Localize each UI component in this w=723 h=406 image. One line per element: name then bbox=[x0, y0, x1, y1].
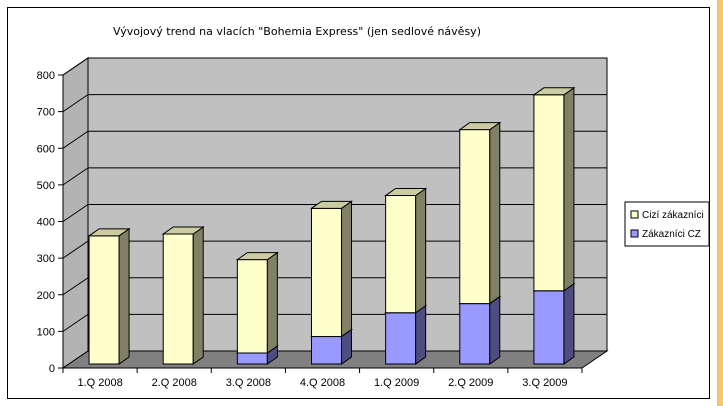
bar-top bbox=[309, 200, 354, 209]
bar-top bbox=[458, 122, 502, 131]
bar-front bbox=[162, 233, 194, 365]
bar-segment bbox=[458, 295, 502, 365]
x-tick-label: 3.Q 2009 bbox=[522, 377, 567, 389]
bar-side bbox=[266, 251, 278, 354]
y-tick-label: 300 bbox=[37, 253, 55, 265]
bar-side bbox=[563, 86, 575, 292]
bar-front bbox=[385, 195, 417, 314]
legend-swatch bbox=[630, 229, 639, 238]
y-tick-label: 600 bbox=[37, 143, 55, 155]
gridline-side bbox=[62, 94, 89, 113]
bar-front bbox=[311, 336, 342, 365]
bar-side bbox=[489, 121, 501, 305]
legend-box bbox=[624, 201, 710, 247]
bar-segment bbox=[161, 226, 205, 365]
bar-top bbox=[161, 226, 205, 235]
bar-top bbox=[532, 87, 576, 96]
x-tick-label: 3.Q 2008 bbox=[226, 377, 271, 389]
bar-side bbox=[192, 226, 204, 365]
bar-front bbox=[88, 235, 120, 365]
legend: Cizí zákazníci Zákazníci CZ bbox=[624, 201, 710, 247]
y-tick-label: 400 bbox=[37, 217, 55, 229]
x-tick-label: 2.Q 2008 bbox=[152, 377, 197, 389]
y-tick-label: 700 bbox=[37, 107, 55, 119]
page-edge-strip bbox=[717, 0, 723, 406]
bar-side bbox=[341, 200, 352, 338]
bar-side bbox=[118, 227, 130, 365]
bar-top bbox=[235, 252, 279, 261]
y-tick-label: 500 bbox=[37, 180, 55, 192]
bar-segment bbox=[458, 121, 502, 305]
bar-front bbox=[236, 352, 268, 365]
bar-side bbox=[415, 187, 427, 314]
bar-segment bbox=[384, 187, 428, 314]
y-tick-label: 0 bbox=[49, 363, 55, 375]
bar-side bbox=[415, 304, 427, 365]
chart-title: Vývojový trend na vlacích "Bohemia Expre… bbox=[113, 25, 481, 38]
y-tick-label: 100 bbox=[37, 326, 55, 338]
bar-front bbox=[533, 94, 565, 292]
bar-front bbox=[533, 290, 565, 365]
bar-segment bbox=[384, 304, 428, 365]
bar-segment bbox=[309, 200, 354, 338]
gridline-side bbox=[62, 130, 89, 149]
y-tick-label: 800 bbox=[37, 70, 55, 82]
bar-segment bbox=[235, 251, 279, 354]
bar-segment bbox=[532, 282, 576, 365]
bar-top bbox=[384, 188, 428, 197]
bar-front bbox=[459, 303, 491, 365]
y-tick-label: 200 bbox=[37, 290, 55, 302]
gridline-side bbox=[62, 57, 89, 76]
plot-area: 0 100 200 300 400 500 600 700 800 1.Q 2008 2.Q 200… bbox=[37, 57, 609, 389]
x-tick-label: 1.Q 2008 bbox=[77, 377, 122, 389]
bar-segment bbox=[532, 86, 576, 292]
bar-front bbox=[311, 207, 342, 338]
gridline-side bbox=[62, 167, 89, 186]
x-tick-label: 4.Q 2008 bbox=[300, 377, 345, 389]
bar-side bbox=[489, 295, 501, 365]
gridline-side bbox=[62, 240, 89, 259]
legend-label: Cizí zákazníci bbox=[642, 210, 704, 221]
gridline-side bbox=[62, 204, 89, 222]
legend-label: Zákazníci CZ bbox=[642, 229, 701, 240]
gridline-side bbox=[62, 277, 89, 296]
bar-top bbox=[87, 228, 131, 237]
bar-side bbox=[563, 282, 575, 365]
bar-segment bbox=[87, 227, 131, 365]
legend-swatch bbox=[630, 210, 639, 219]
x-tick-label: 1.Q 2009 bbox=[374, 377, 419, 389]
x-tick-label: 2.Q 2009 bbox=[448, 377, 493, 389]
gridline-side bbox=[62, 313, 89, 332]
bar-front bbox=[459, 129, 491, 305]
bar-front bbox=[236, 259, 268, 354]
bar-front bbox=[385, 312, 417, 365]
